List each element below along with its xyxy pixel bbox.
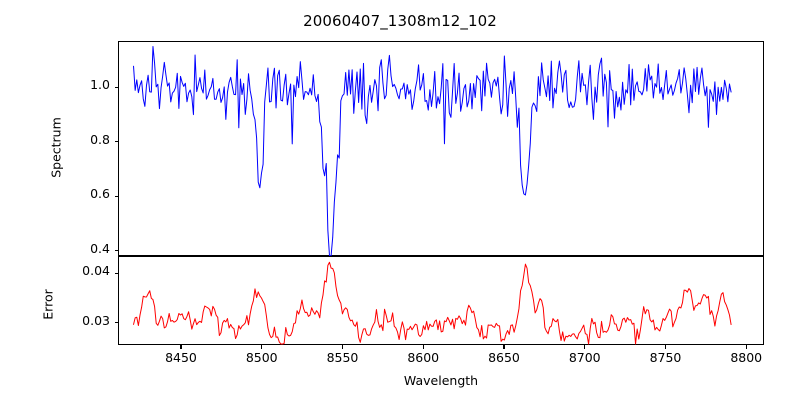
x-tick — [422, 345, 424, 349]
x-tick-label: 8700 — [568, 350, 601, 365]
error-axes — [118, 256, 764, 345]
x-axis-label: Wavelength — [403, 373, 479, 388]
x-tick-label: 8450 — [165, 350, 197, 365]
spectrum-y-tick — [114, 250, 118, 252]
x-tick-label: 8800 — [730, 350, 763, 365]
x-tick — [503, 345, 505, 349]
x-tick — [584, 345, 586, 349]
spectrum-y-tick-label: 0.6 — [90, 186, 110, 202]
spectrum-y-tick — [114, 195, 118, 197]
error-plot-area — [133, 261, 732, 345]
spectrum-plot-area — [133, 45, 732, 257]
spectrum-y-tick — [114, 86, 118, 88]
spectrum-y-tick-label: 0.4 — [90, 240, 110, 256]
spectrum-y-tick — [114, 141, 118, 143]
x-tick — [180, 345, 182, 349]
x-tick-label: 8750 — [649, 350, 682, 365]
x-tick — [261, 345, 263, 349]
x-tick-label: 8550 — [326, 350, 359, 365]
error-line — [133, 261, 732, 345]
spectrum-line — [133, 45, 732, 257]
error-y-tick — [114, 322, 118, 324]
error-y-tick-label: 0.04 — [82, 263, 110, 279]
x-tick-label: 8500 — [245, 350, 278, 365]
figure-title: 20060407_1308m12_102 — [303, 12, 497, 30]
error-y-tick — [114, 272, 118, 274]
spectrum-y-tick-label: 1.0 — [90, 77, 110, 93]
spectrum-axes — [118, 41, 764, 257]
x-tick-label: 8600 — [407, 350, 440, 365]
x-tick — [341, 345, 344, 349]
spectrum-y-tick-label: 0.8 — [90, 131, 110, 147]
x-tick-label: 8650 — [488, 350, 520, 365]
x-tick — [664, 345, 667, 349]
error-y-tick-label: 0.03 — [82, 312, 110, 328]
x-tick — [745, 345, 747, 349]
